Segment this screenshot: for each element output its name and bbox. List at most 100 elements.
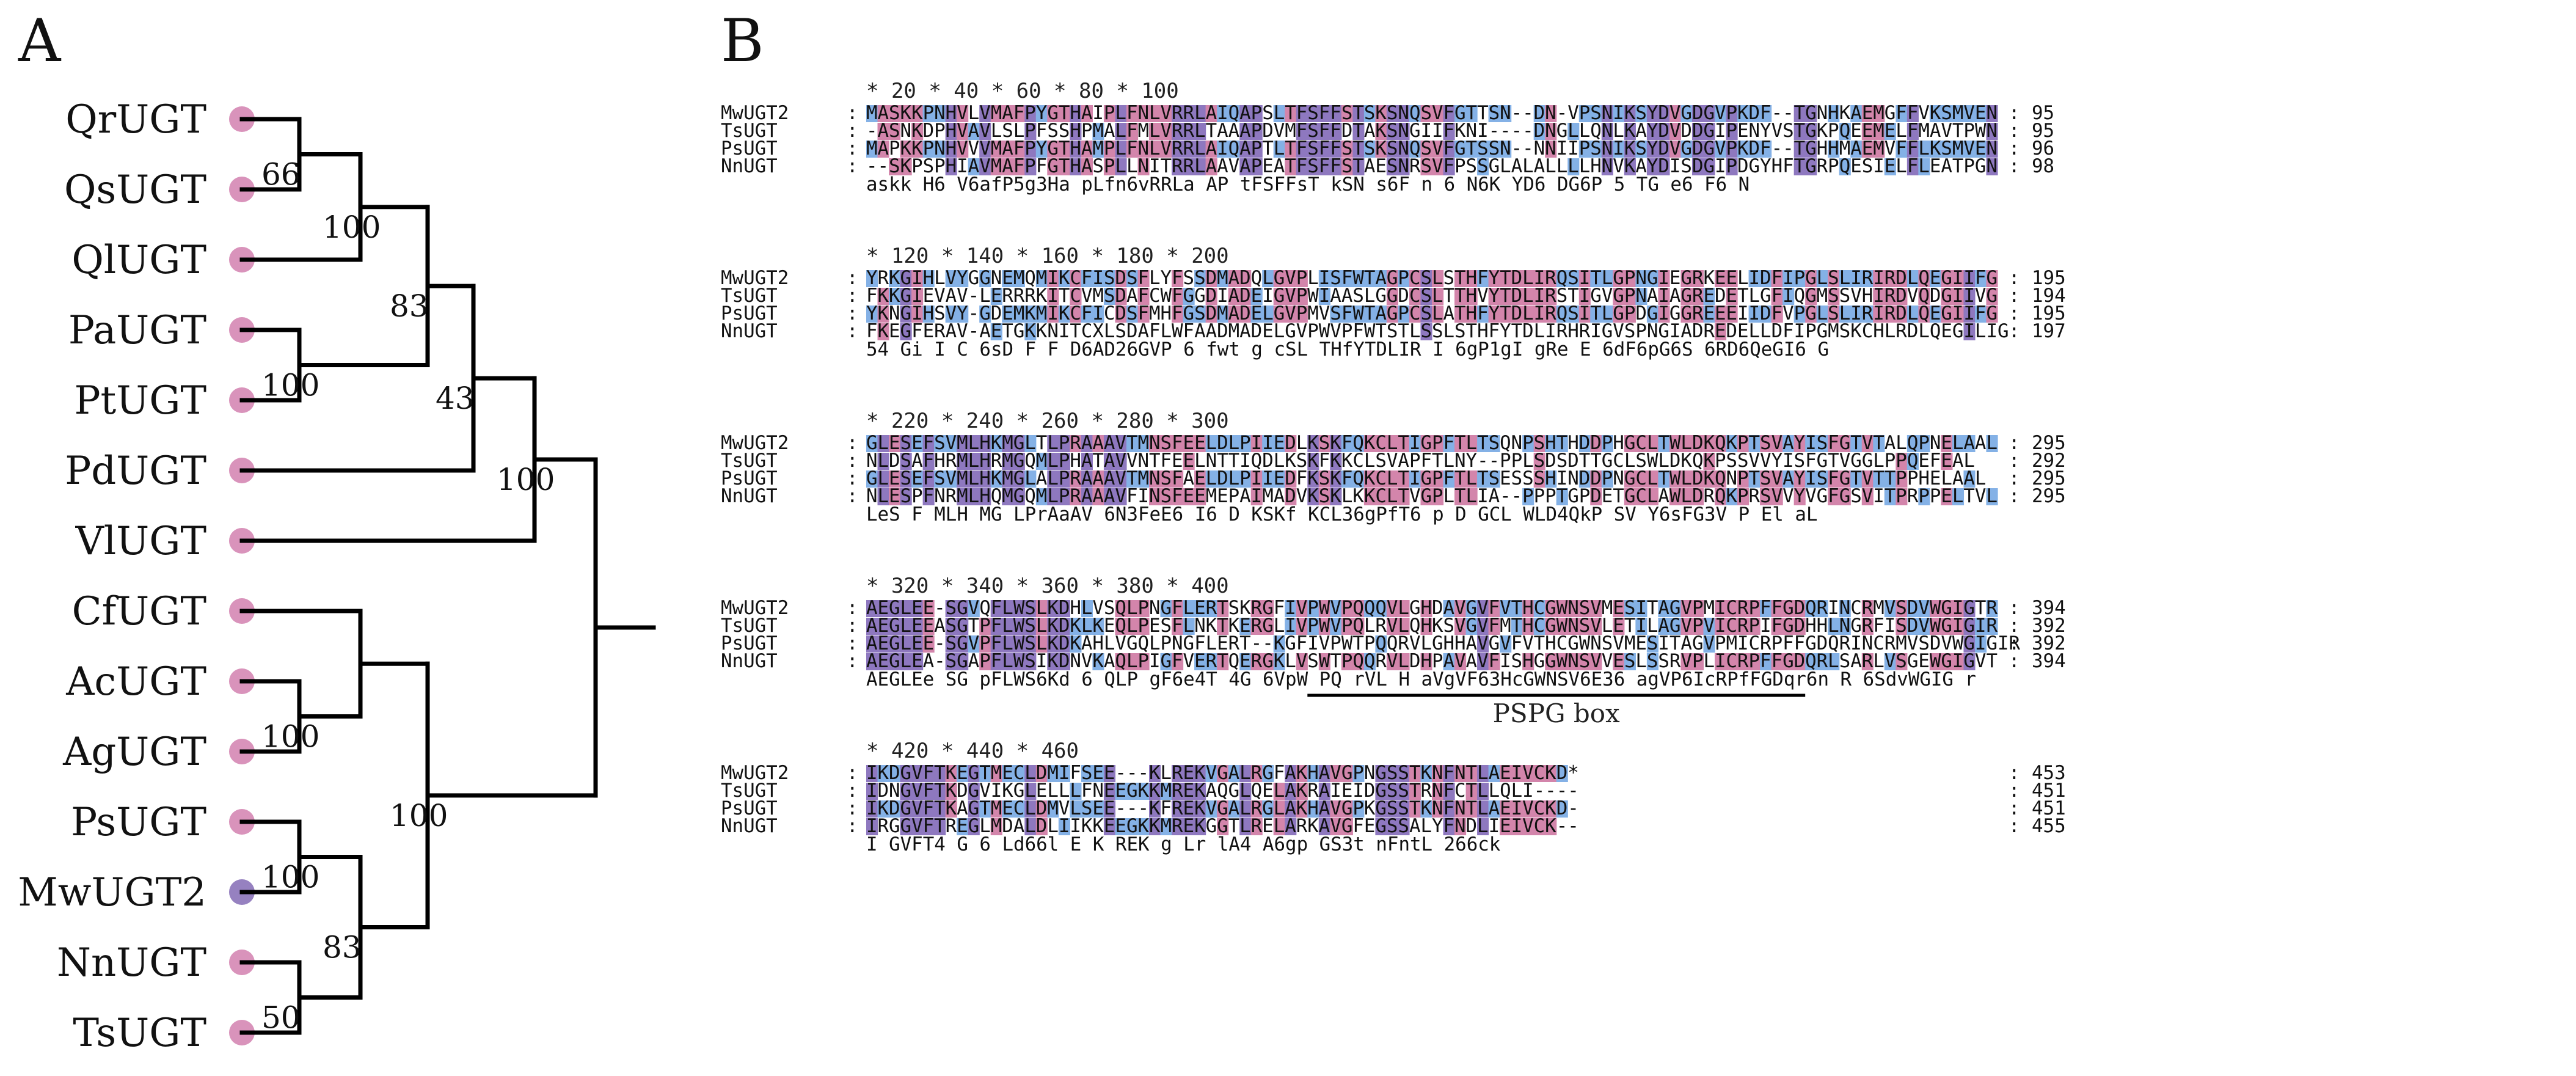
- residue-shade: [866, 600, 878, 617]
- residue-shade: [1409, 765, 1421, 782]
- residue-shade: [1126, 600, 1139, 617]
- residue-shade: [1160, 818, 1172, 835]
- residue-shade: [1635, 470, 1647, 488]
- residue-shade: [1262, 765, 1274, 782]
- residue-shade: [1533, 470, 1545, 488]
- residue-shade: [1318, 141, 1330, 158]
- residue-shade: [1318, 800, 1330, 818]
- residue-shade: [1285, 288, 1297, 305]
- residue-shade: [1522, 435, 1534, 452]
- residue-shade: [1726, 270, 1738, 287]
- residue-shade: [1443, 158, 1455, 175]
- residue-shade: [957, 765, 969, 782]
- residue-shade: [1239, 765, 1252, 782]
- residue-shade: [1205, 800, 1217, 818]
- residue-shade: [1963, 653, 1976, 670]
- residue-shade: [1318, 653, 1330, 670]
- residue-shade: [1250, 818, 1263, 835]
- residue-shade: [1398, 435, 1410, 452]
- residue-shade: [1386, 470, 1399, 488]
- residue-shade: [1715, 470, 1727, 488]
- residue-shade: [1760, 653, 1772, 670]
- residue-shade: [1047, 618, 1059, 635]
- residue-shade: [922, 635, 935, 653]
- residue-shade: [1488, 653, 1500, 670]
- residue-shade: [934, 470, 946, 488]
- residue-shade: [1861, 488, 1874, 505]
- residue-shade: [1250, 618, 1263, 635]
- residue-shade: [911, 618, 924, 635]
- residue-shade: [1205, 105, 1217, 122]
- alignment-seq: IKDGVFTKEGTMECLDMIFSEE---KLREKVGALRGFAKH…: [866, 762, 1579, 784]
- residue-shade: [1375, 600, 1387, 617]
- residue-shade: [945, 470, 957, 488]
- residue-shade: [1386, 105, 1399, 122]
- alignment-colon: :: [2009, 102, 2020, 124]
- residue-shade: [1002, 600, 1014, 617]
- residue-shade: [1929, 306, 1941, 323]
- residue-shade: [1680, 141, 1693, 158]
- residue-shade: [1352, 470, 1365, 488]
- residue-shade: [1691, 306, 1704, 323]
- residue-shade: [1906, 453, 1919, 470]
- residue-shade: [1658, 600, 1670, 617]
- residue-shade: [1137, 141, 1150, 158]
- residue-shade: [1816, 270, 1828, 287]
- residue-shade: [934, 141, 946, 158]
- residue-shade: [1149, 818, 1161, 835]
- alignment-end-position: 195: [2032, 302, 2066, 324]
- residue-shade: [1986, 288, 1998, 305]
- residue-shade: [1341, 818, 1353, 835]
- alignment-seq-name: NnUGT: [721, 485, 778, 507]
- residue-shade: [1522, 306, 1534, 323]
- residue-shade: [1465, 288, 1478, 305]
- residue-shade: [1024, 635, 1037, 653]
- residue-shade: [1398, 618, 1410, 635]
- residue-shade: [1318, 435, 1330, 452]
- residue-shade: [1545, 288, 1557, 305]
- residue-shade: [1250, 488, 1263, 505]
- residue-shade: [1307, 600, 1319, 617]
- residue-shade: [1952, 435, 1965, 452]
- panel-b-sequence-alignment: B * 20 * 40 * 60 * 80 * 100 MwUGT2: MASKKP…: [721, 7, 2066, 855]
- residue-shade: [1420, 653, 1432, 670]
- residue-shade: [1081, 600, 1093, 617]
- alignment-colon: :: [847, 650, 858, 672]
- alignment-end-position: 292: [2032, 450, 2066, 472]
- residue-shade: [1160, 488, 1172, 505]
- residue-shade: [1715, 270, 1727, 287]
- tree-leaf-label: VlUGT: [75, 519, 207, 564]
- residue-shade: [1137, 783, 1150, 800]
- residue-shade: [1929, 105, 1941, 122]
- residue-shade: [1024, 123, 1037, 140]
- residue-shade: [1070, 435, 1082, 452]
- residue-shade: [945, 635, 957, 653]
- residue-shade: [922, 800, 935, 818]
- alignment-seq-name: PsUGT: [721, 137, 778, 159]
- residue-shade: [1465, 141, 1478, 158]
- residue-shade: [1024, 618, 1037, 635]
- residue-shade: [1341, 618, 1353, 635]
- residue-shade: [1635, 141, 1647, 158]
- residue-shade: [1805, 600, 1817, 617]
- residue-shade: [1081, 435, 1093, 452]
- residue-shade: [1386, 435, 1399, 452]
- residue-shade: [1828, 105, 1840, 122]
- residue-shade: [1205, 141, 1217, 158]
- residue-shade: [1511, 618, 1523, 635]
- residue-shade: [1172, 488, 1184, 505]
- residue-shade: [1024, 141, 1037, 158]
- residue-shade: [1726, 618, 1738, 635]
- residue-shade: [1963, 470, 1976, 488]
- residue-shade: [1058, 105, 1070, 122]
- residue-shade: [877, 488, 889, 505]
- alignment-seq-name: NnUGT: [721, 650, 778, 672]
- residue-shade: [1318, 488, 1330, 505]
- residue-shade: [1228, 270, 1240, 287]
- residue-shade: [1070, 488, 1082, 505]
- residue-shade: [1103, 488, 1116, 505]
- residue-shade: [1918, 158, 1930, 175]
- residue-shade: [1194, 818, 1206, 835]
- residue-shade: [1556, 270, 1568, 287]
- residue-shade: [957, 618, 969, 635]
